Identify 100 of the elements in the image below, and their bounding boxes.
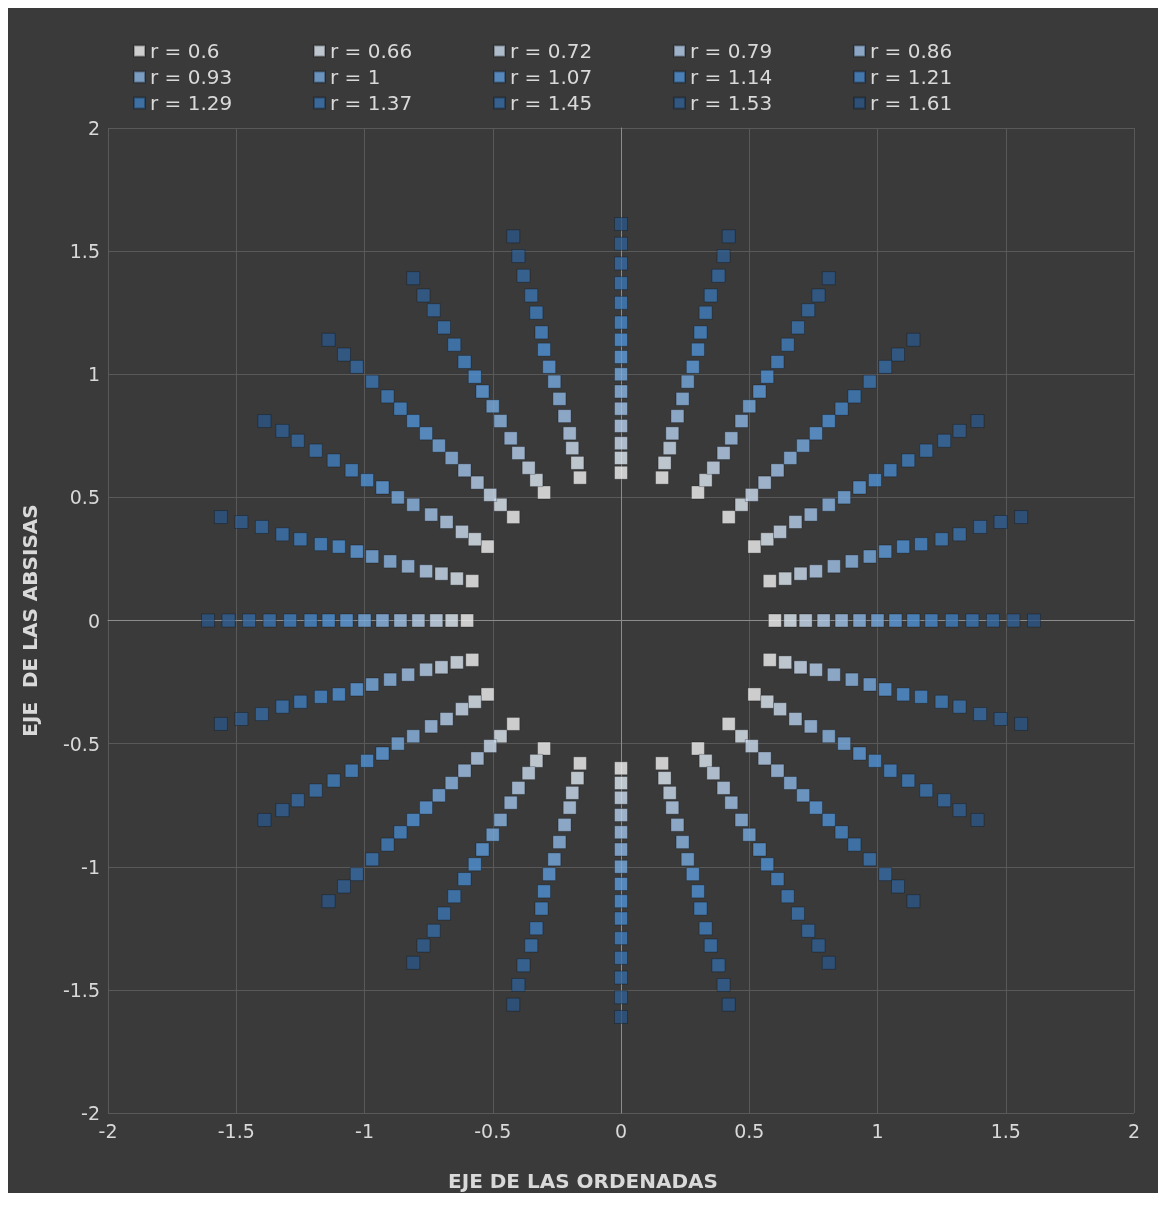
point xyxy=(572,470,587,485)
point xyxy=(313,689,328,704)
point xyxy=(511,780,526,795)
point xyxy=(993,515,1008,529)
point xyxy=(952,699,967,714)
point xyxy=(614,776,628,791)
point xyxy=(503,431,518,446)
legend-label: r = 0.66 xyxy=(330,39,413,63)
point xyxy=(524,288,539,303)
x-tick-label: 1 xyxy=(871,1119,884,1142)
point xyxy=(401,559,416,574)
point xyxy=(360,753,375,768)
point xyxy=(537,485,552,500)
point xyxy=(614,217,628,232)
point xyxy=(801,923,816,938)
point xyxy=(901,773,916,788)
x-tick-label: -1.5 xyxy=(217,1119,255,1142)
point xyxy=(290,793,305,808)
point xyxy=(419,662,434,677)
point xyxy=(734,414,749,429)
y-tick-label: -1 xyxy=(81,855,100,878)
point xyxy=(234,515,249,529)
point xyxy=(457,463,472,478)
point xyxy=(349,682,364,697)
point xyxy=(444,613,459,628)
point xyxy=(721,229,736,244)
point xyxy=(406,497,421,512)
point xyxy=(778,655,793,670)
point xyxy=(542,359,557,374)
point xyxy=(914,537,929,552)
x-axis-title: EJE DE LAS ORDENADAS xyxy=(448,1169,718,1193)
point xyxy=(349,544,364,559)
point xyxy=(614,350,628,365)
point xyxy=(744,487,759,502)
point xyxy=(614,367,628,382)
point xyxy=(326,453,341,468)
point xyxy=(457,872,472,887)
point xyxy=(724,431,739,446)
point xyxy=(711,268,726,283)
point xyxy=(465,574,480,589)
point xyxy=(552,835,567,850)
point xyxy=(690,485,705,500)
point xyxy=(485,399,500,414)
legend-label: r = 1.07 xyxy=(510,65,593,89)
point xyxy=(534,325,549,340)
point xyxy=(257,812,272,827)
point xyxy=(867,473,882,488)
point xyxy=(254,707,269,722)
point xyxy=(675,391,690,406)
point xyxy=(614,808,628,823)
point xyxy=(537,342,552,357)
point xyxy=(906,894,921,909)
legend-label: r = 1.21 xyxy=(870,65,953,89)
point xyxy=(803,507,818,522)
point xyxy=(870,613,885,628)
point xyxy=(221,613,236,628)
point xyxy=(721,716,736,731)
point xyxy=(811,938,826,953)
point xyxy=(290,433,305,448)
point xyxy=(844,554,859,569)
y-tick-label: 0 xyxy=(87,609,100,632)
point xyxy=(460,613,475,628)
point xyxy=(773,702,788,717)
point xyxy=(336,879,351,894)
point xyxy=(662,785,677,800)
point xyxy=(665,426,680,441)
point xyxy=(614,931,628,946)
point xyxy=(744,739,759,754)
point xyxy=(778,571,793,586)
point xyxy=(862,374,877,389)
point xyxy=(331,687,346,702)
point xyxy=(914,689,929,704)
point xyxy=(406,414,421,429)
point xyxy=(614,859,628,874)
point xyxy=(734,497,749,512)
point xyxy=(511,446,526,461)
point xyxy=(449,655,464,670)
legend-label: r = 1.45 xyxy=(510,91,593,115)
point xyxy=(365,374,380,389)
point xyxy=(434,660,449,675)
point xyxy=(321,894,336,909)
point xyxy=(834,825,849,840)
point xyxy=(383,554,398,569)
point xyxy=(808,564,823,579)
point xyxy=(867,753,882,768)
point xyxy=(803,719,818,734)
point xyxy=(439,712,454,726)
point xyxy=(614,970,628,985)
point xyxy=(503,795,518,810)
point xyxy=(770,763,785,778)
point xyxy=(773,524,788,539)
point xyxy=(716,446,731,461)
point xyxy=(896,687,911,702)
point xyxy=(937,433,952,448)
point xyxy=(1026,613,1041,628)
point xyxy=(934,532,949,547)
legend-label: r = 1.29 xyxy=(150,91,233,115)
point xyxy=(375,613,390,628)
point xyxy=(790,320,805,335)
point xyxy=(439,515,454,529)
